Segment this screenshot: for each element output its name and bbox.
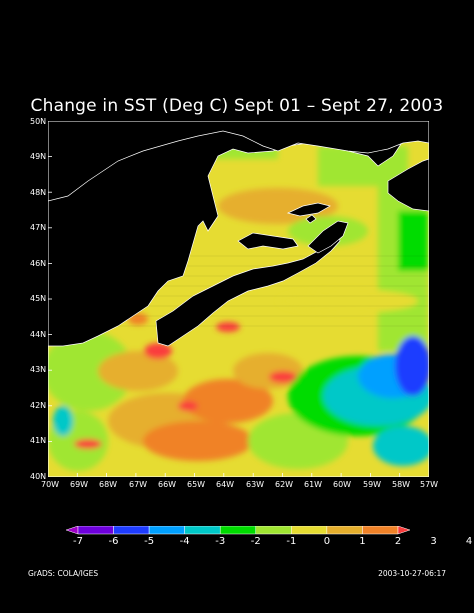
colorbar-label: 1 <box>359 536 366 547</box>
lon-label: 69W <box>70 480 89 489</box>
cape-breton <box>307 220 349 254</box>
map-title: Change in SST (Deg C) Sept 01 – Sept 27,… <box>30 96 444 116</box>
lon-label: 58W <box>392 480 411 489</box>
colorbar-segment <box>397 526 410 535</box>
lat-label: 48N <box>30 188 47 197</box>
land-masses <box>48 121 429 347</box>
lon-label: 65W <box>187 480 206 489</box>
quebec-north <box>48 121 429 202</box>
colorbar-label: -7 <box>73 536 83 547</box>
frame-ticks <box>48 156 401 477</box>
lon-label: 63W <box>246 480 265 489</box>
lat-label: 49N <box>30 152 47 161</box>
colorbar-label: -1 <box>286 536 297 547</box>
lon-label: 62W <box>275 480 294 489</box>
lon-label: 66W <box>158 480 177 489</box>
sst-anomaly-patches <box>48 139 429 471</box>
prince-edward-island <box>237 232 299 250</box>
lon-label: 59W <box>363 480 382 489</box>
newfoundland <box>387 158 429 212</box>
lat-label: 50N <box>30 117 47 126</box>
footer-credit: GrADS: COLA/IGES <box>28 569 99 578</box>
lon-label: 70W <box>41 480 60 489</box>
lat-label: 41N <box>30 436 47 445</box>
lat-label: 47N <box>30 223 47 232</box>
lat-label: 43N <box>30 365 47 374</box>
lon-label: 57W <box>420 480 439 489</box>
lon-label: 68W <box>99 480 118 489</box>
mainland <box>48 121 429 347</box>
colorbar-segment <box>255 526 292 535</box>
lat-label: 44N <box>30 330 47 339</box>
lon-label: 67W <box>129 480 148 489</box>
colorbar-label: -4 <box>179 536 190 547</box>
colorbar-labels: -7 -6 -5 -4 -3 -2 -1 0 1 2 3 4 <box>66 536 472 550</box>
colorbar-segment <box>184 526 221 535</box>
anticosti-island <box>286 202 331 217</box>
colorbar-label: 4 <box>465 536 473 547</box>
lon-label: 61W <box>304 480 323 489</box>
lat-label: 42N <box>30 401 47 410</box>
colorbar-segment <box>148 526 185 535</box>
colorbar-label: 0 <box>323 536 331 547</box>
colorbar-label: -5 <box>144 536 155 547</box>
colorbar-segment <box>77 526 114 535</box>
sst-map <box>48 121 429 477</box>
colorbar-segment <box>326 526 363 535</box>
colorbar-label: -6 <box>108 536 119 547</box>
colorbar-segment <box>66 526 79 535</box>
colorbar-segment <box>113 526 150 535</box>
lon-label: 64W <box>216 480 235 489</box>
lat-label: 45N <box>30 294 47 303</box>
colorbar <box>66 526 410 535</box>
colorbar-segment <box>291 526 328 535</box>
colorbar-label: 2 <box>394 536 402 547</box>
lat-label: 40N <box>30 472 47 481</box>
colorbar-label: -3 <box>215 536 226 547</box>
colorbar-label: -2 <box>250 536 261 547</box>
colorbar-segment <box>219 526 257 535</box>
footer-timestamp: 2003-10-27-06:17 <box>378 569 446 578</box>
colorbar-segment <box>362 526 399 535</box>
lat-label: 46N <box>30 259 47 268</box>
nova-scotia <box>155 232 341 347</box>
lon-label: 60W <box>333 480 352 489</box>
colorbar-label: 3 <box>430 536 437 547</box>
